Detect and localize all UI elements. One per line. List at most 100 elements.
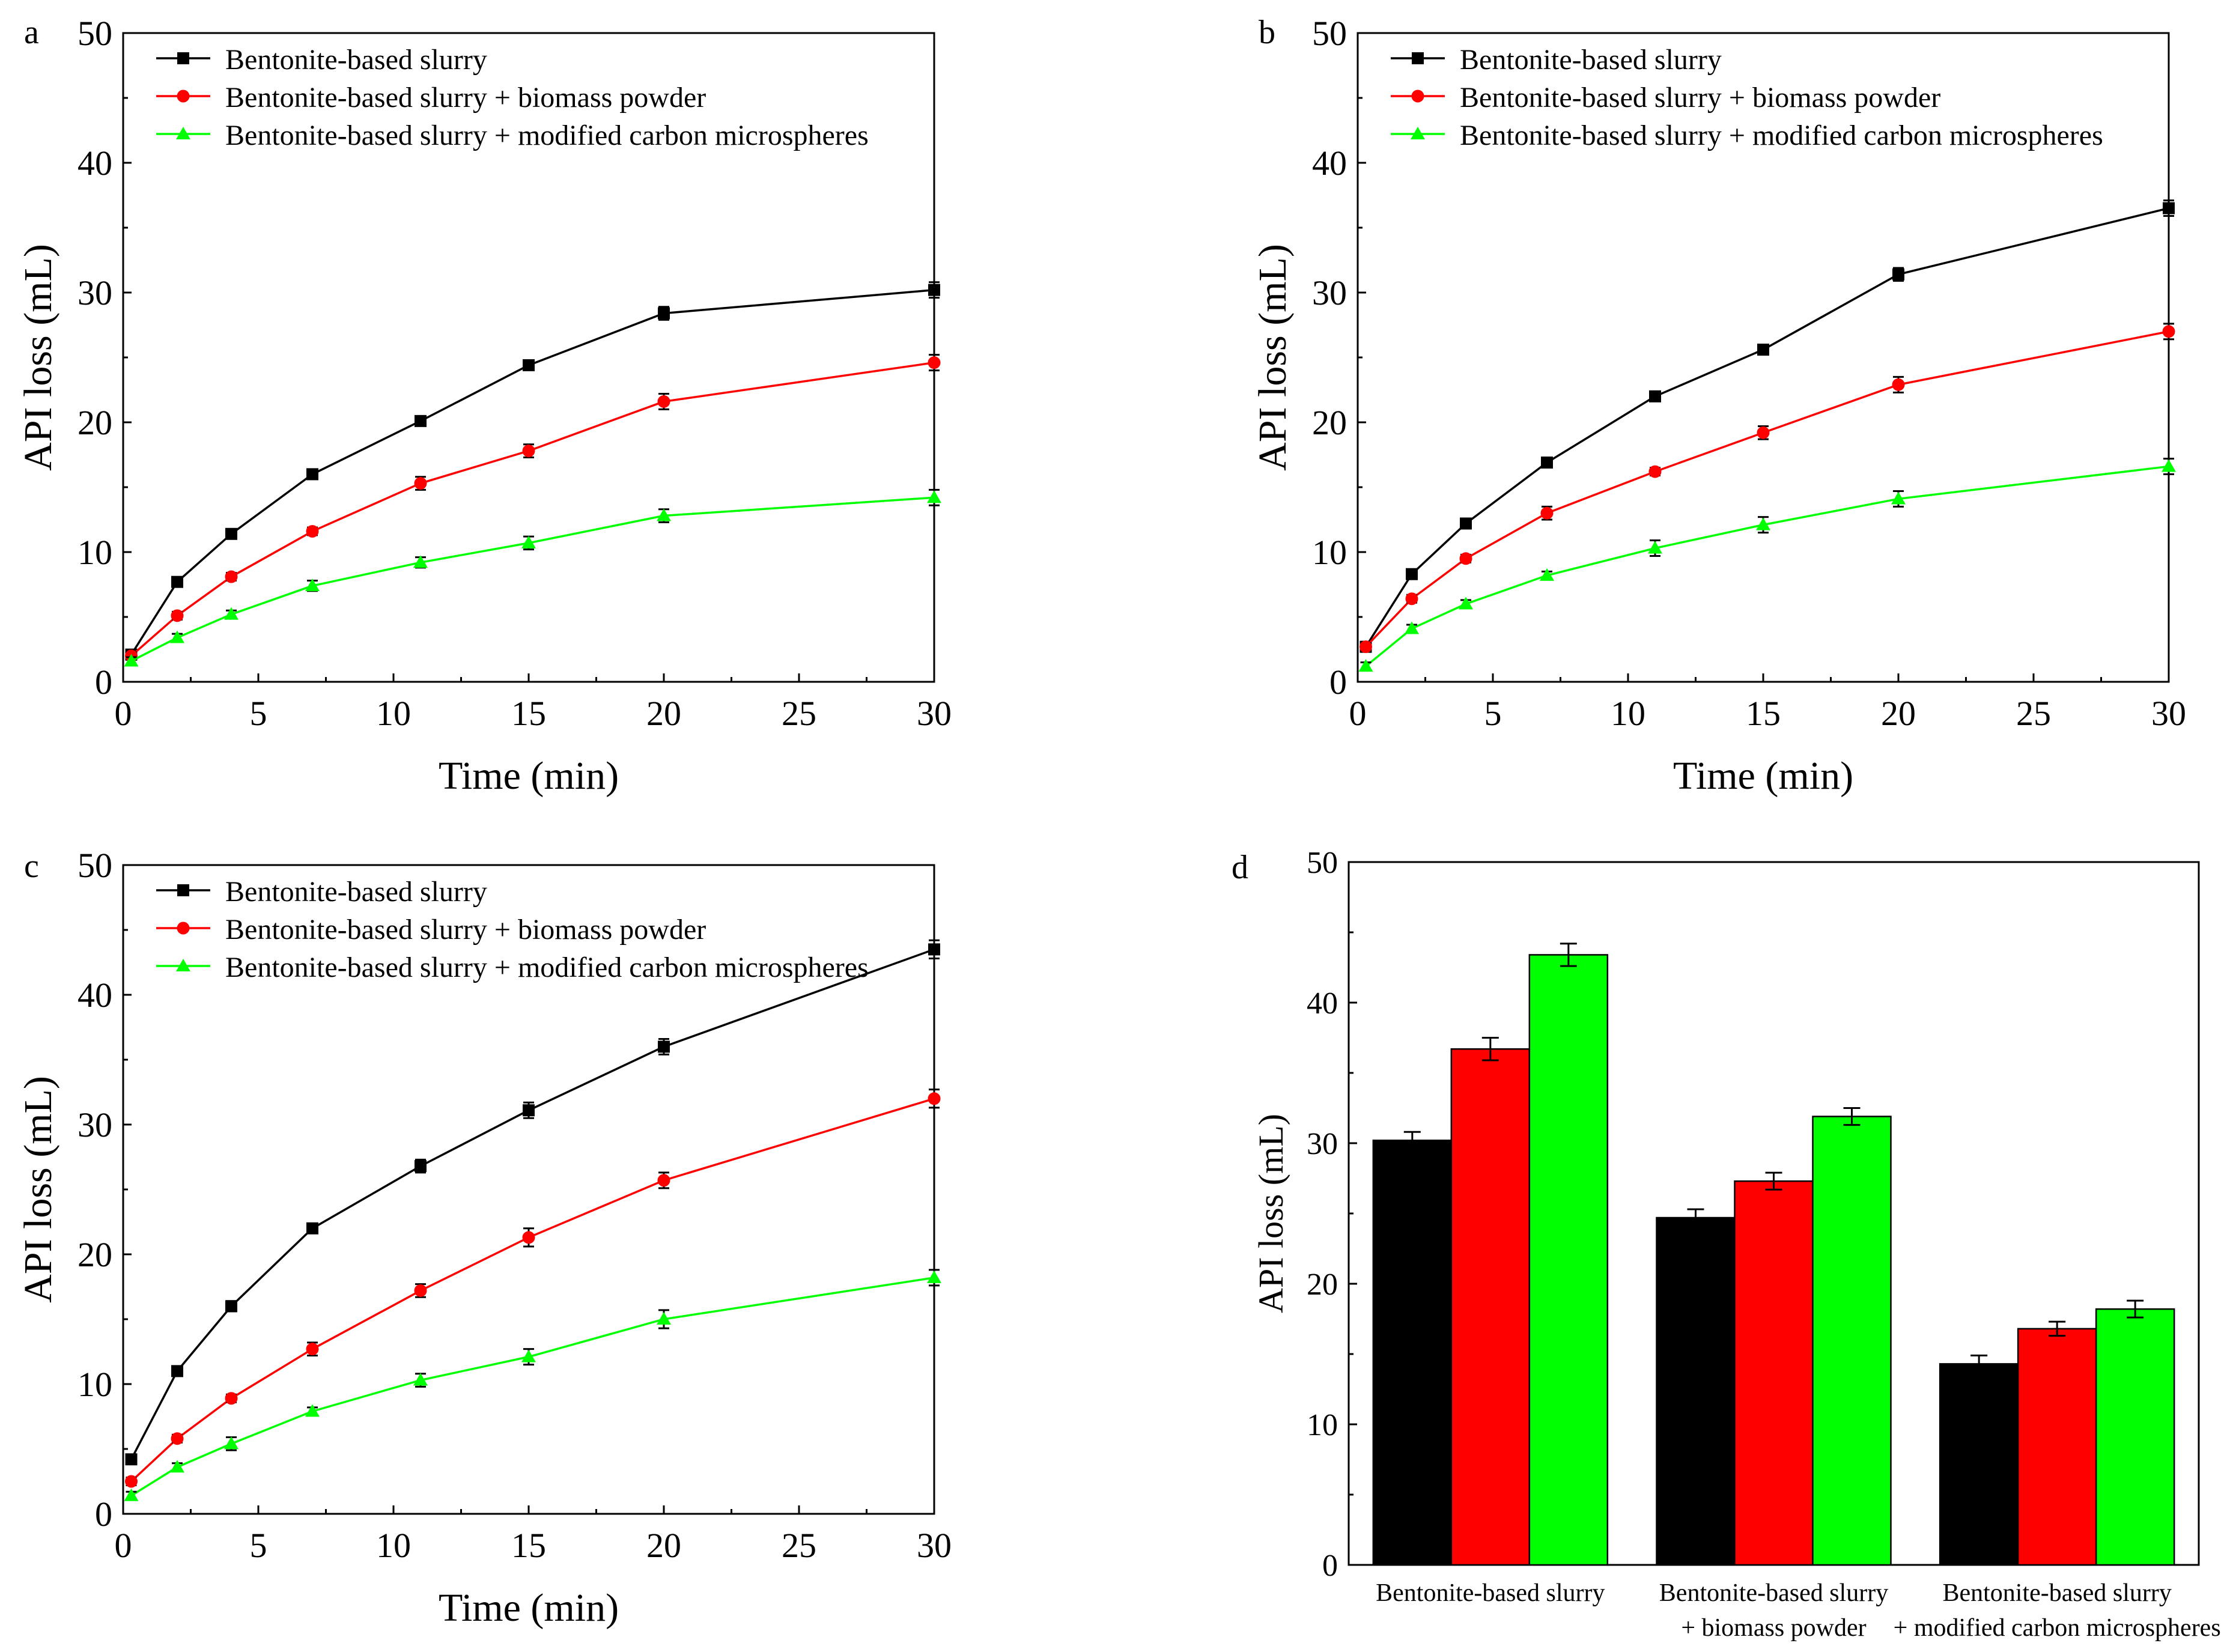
data-point-2: [1405, 592, 1418, 606]
data-point-3: [124, 654, 139, 667]
data-point-3: [657, 508, 671, 521]
data-point-3: [224, 1436, 238, 1450]
legend-marker: [177, 52, 189, 64]
data-point-3: [1756, 517, 1770, 530]
data-point-3: [1891, 491, 1906, 505]
y-tick-label: 10: [77, 1365, 112, 1404]
bar-2: [1734, 1180, 1814, 1566]
y-tick-label: 50: [77, 846, 112, 885]
y-tick-label: 30: [77, 1105, 112, 1144]
data-point-1: [171, 575, 183, 588]
y-axis-label: API loss (mL): [16, 244, 60, 471]
data-point-1: [1892, 268, 1904, 281]
data-point-1: [306, 1222, 318, 1234]
x-tick-label: 0: [115, 694, 132, 733]
series-line-3: [1365, 465, 2169, 667]
data-point-3: [927, 1270, 941, 1283]
legend-marker: [177, 922, 190, 935]
bar-1: [1656, 1216, 1736, 1566]
data-point-1: [928, 943, 940, 956]
data-point-1: [415, 1160, 427, 1173]
legend-marker: [176, 959, 190, 971]
data-point-2: [414, 1284, 427, 1297]
legend-label: Bentonite-based slurry + biomass powder: [225, 914, 706, 946]
data-point-2: [125, 1475, 138, 1488]
y-tick-label: 30: [1312, 273, 1347, 312]
data-point-2: [171, 609, 184, 622]
x-tick-label: 0: [1349, 694, 1367, 733]
data-point-1: [171, 1365, 183, 1377]
category-label: Bentonite-based slurry: [1942, 1579, 2171, 1607]
panel-letter: b: [1259, 14, 1275, 51]
data-point-2: [171, 1432, 184, 1445]
y-tick-label: 10: [1307, 1408, 1338, 1442]
data-point-1: [523, 359, 535, 371]
x-tick-label: 10: [376, 1526, 411, 1565]
bar-1: [1939, 1363, 2019, 1566]
legend-marker: [1411, 90, 1424, 103]
y-tick-label: 50: [1307, 846, 1338, 880]
y-tick-label: 20: [77, 1235, 112, 1274]
series-line-2: [130, 361, 935, 657]
panel-letter: a: [24, 14, 39, 51]
data-point-1: [1406, 568, 1418, 580]
y-tick-label: 40: [1307, 986, 1338, 1021]
data-point-3: [927, 490, 941, 503]
x-tick-label: 20: [1881, 694, 1916, 733]
data-point-3: [521, 535, 536, 548]
data-point-2: [522, 445, 535, 458]
x-tick-label: 25: [2016, 694, 2051, 733]
data-point-3: [305, 579, 320, 592]
data-point-3: [170, 1460, 184, 1473]
data-point-3: [521, 1349, 536, 1362]
x-tick-label: 25: [782, 694, 816, 733]
x-tick-label: 20: [646, 1526, 681, 1565]
x-axis-label: Time (min): [439, 1586, 619, 1630]
data-point-3: [170, 630, 184, 643]
legend-marker: [1411, 127, 1425, 139]
y-axis-label: API loss (mL): [1251, 244, 1295, 471]
series-line-1: [1365, 207, 2169, 648]
bar-1: [1372, 1140, 1453, 1566]
series-line-2: [1365, 330, 2169, 648]
chart-panel-a: 0 10 20 30 40 50 0 5 10 15 20 25 30 Time (min) API los…: [16, 14, 952, 798]
bar-3: [1528, 954, 1609, 1566]
chart-panel-b: 0 10 20 30 40 50 0 5 10 15 20 25 30 Time (min) API los…: [1251, 14, 2186, 798]
data-point-3: [1648, 541, 1662, 554]
category-label: Bentonite-based slurry: [1376, 1579, 1605, 1607]
y-tick-label: 20: [1312, 403, 1347, 442]
bar-3: [2095, 1308, 2175, 1566]
bar-3: [1812, 1116, 1892, 1566]
data-point-2: [928, 356, 941, 369]
category-label: + modified carbon microspheres: [1894, 1614, 2221, 1642]
y-tick-label: 0: [1329, 663, 1347, 702]
x-tick-label: 25: [782, 1526, 816, 1565]
y-tick-label: 20: [77, 403, 112, 442]
data-point-3: [1358, 659, 1373, 672]
data-point-3: [1405, 621, 1419, 634]
panel-letter: c: [24, 848, 39, 885]
x-tick-label: 30: [917, 694, 952, 733]
data-point-2: [522, 1231, 535, 1244]
category-label: + biomass powder: [1681, 1614, 1866, 1642]
series-line-2: [130, 1098, 935, 1483]
series-line-3: [130, 1277, 935, 1497]
data-point-1: [2163, 202, 2175, 214]
x-tick-label: 30: [2151, 694, 2186, 733]
legend-marker: [177, 90, 190, 103]
chart-panel-c: 0 10 20 30 40 50 0 5 10 15 20 25 30 Time (min) API los…: [16, 846, 952, 1630]
x-tick-label: 15: [511, 694, 546, 733]
x-tick-label: 10: [1611, 694, 1645, 733]
data-point-2: [225, 570, 238, 583]
panel-letter: d: [1232, 849, 1248, 886]
series-line-1: [130, 948, 935, 1460]
x-tick-label: 15: [511, 1526, 546, 1565]
legend-label: Bentonite-based slurry + modified carbon…: [225, 952, 869, 983]
y-tick-label: 20: [1307, 1268, 1338, 1302]
data-point-1: [658, 307, 670, 320]
y-tick-label: 40: [77, 144, 112, 183]
y-tick-label: 10: [1312, 533, 1347, 572]
x-tick-label: 5: [250, 1526, 267, 1565]
data-point-3: [657, 1312, 671, 1325]
